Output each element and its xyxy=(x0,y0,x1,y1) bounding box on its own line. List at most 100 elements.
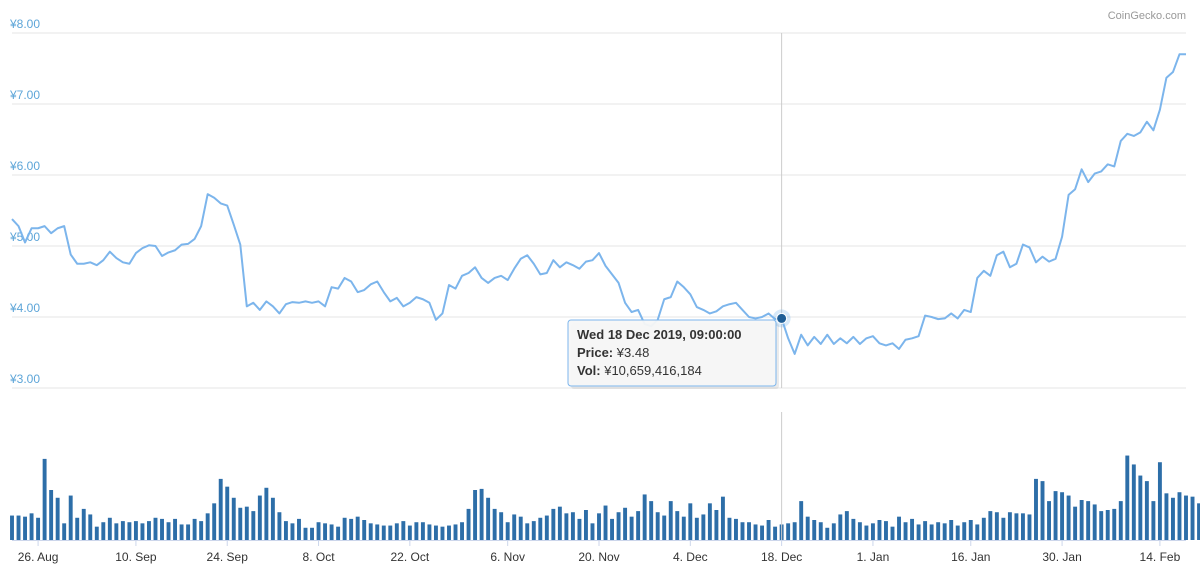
x-tick-label: 6. Nov xyxy=(490,550,525,564)
volume-bar xyxy=(270,497,275,540)
volume-bar xyxy=(88,514,93,540)
volume-bar xyxy=(949,520,954,540)
volume-bar xyxy=(525,523,530,540)
volume-bar xyxy=(49,490,54,540)
volume-bar xyxy=(140,523,145,540)
volume-bar xyxy=(368,523,373,540)
volume-bar xyxy=(192,518,197,540)
volume-bar xyxy=(981,517,986,540)
volume-bar xyxy=(453,524,458,540)
volume-bar xyxy=(186,524,191,540)
volume-bar xyxy=(179,524,184,540)
volume-bar xyxy=(101,522,106,540)
volume-bar xyxy=(786,523,791,540)
volume-bar xyxy=(342,517,347,540)
volume-bar xyxy=(427,524,432,540)
volume-bar xyxy=(1112,508,1117,540)
volume-bar xyxy=(1001,517,1006,540)
y-tick-label: ¥8.00 xyxy=(9,17,40,31)
x-tick-label: 30. Jan xyxy=(1042,550,1081,564)
volume-bar xyxy=(616,512,621,540)
tooltip-vol-row: Vol: ¥10,659,416,184 xyxy=(577,363,702,378)
volume-bar xyxy=(701,514,706,540)
volume-bar xyxy=(212,503,217,540)
volume-bar xyxy=(636,511,641,540)
tooltip: Wed 18 Dec 2019, 09:00:00 Price: ¥3.48 V… xyxy=(567,319,779,389)
volume-bar xyxy=(825,527,830,540)
volume-bar xyxy=(1138,475,1143,540)
volume-bar xyxy=(394,523,399,540)
volume-bar xyxy=(1177,492,1182,540)
volume-bar xyxy=(107,517,112,540)
volume-bar xyxy=(727,517,732,540)
volume-bar xyxy=(936,522,941,540)
price-axis-labels: ¥3.00 ¥4.00 ¥5.00 ¥6.00 ¥7.00 ¥8.00 xyxy=(9,17,40,386)
volume-bar xyxy=(16,515,21,540)
volume-bar xyxy=(349,518,354,540)
volume-bar xyxy=(923,521,928,540)
volume-bar xyxy=(512,514,517,540)
volume-bar xyxy=(688,503,693,540)
volume-bar xyxy=(479,488,484,540)
volume-bar xyxy=(668,501,673,540)
x-tick-label: 20. Nov xyxy=(578,550,619,564)
volume-bar xyxy=(577,518,582,540)
volume-bar xyxy=(531,521,536,540)
volume-bar xyxy=(675,511,680,540)
volume-bar xyxy=(460,522,464,540)
volume-bar xyxy=(407,525,412,540)
volume-bar xyxy=(844,511,849,540)
volume-bar xyxy=(277,512,282,540)
volume-bar xyxy=(1099,511,1104,540)
volume-bar xyxy=(1086,501,1091,540)
volume-bar xyxy=(160,518,164,540)
volume-bar xyxy=(707,503,712,540)
date-axis-labels: 26. Aug 10. Sep 24. Sep 8. Oct 22. Oct 6. Nov… xyxy=(18,540,1181,564)
tooltip-vol-value: ¥10,659,416,184 xyxy=(603,363,702,378)
y-tick-label: ¥4.00 xyxy=(9,301,40,315)
volume-bar xyxy=(1151,501,1156,540)
volume-bar xyxy=(799,501,804,540)
volume-bar xyxy=(492,508,497,540)
volume-bar xyxy=(310,527,314,540)
volume-bar xyxy=(747,522,751,540)
volume-bar xyxy=(942,523,947,540)
volume-bar xyxy=(916,524,921,540)
volume-bar xyxy=(244,506,249,540)
tooltip-vol-label: Vol: xyxy=(577,363,601,378)
volume-bar xyxy=(388,525,393,540)
volume-bar xyxy=(264,487,269,540)
volume-bar xyxy=(864,525,869,540)
x-tick-label: 24. Sep xyxy=(207,550,249,564)
tooltip-price-label: Price: xyxy=(577,345,613,360)
volume-bar xyxy=(564,513,569,540)
volume-bar xyxy=(857,522,862,540)
volume-bar xyxy=(225,486,230,540)
volume-bar xyxy=(714,510,719,540)
volume-bar xyxy=(29,513,34,540)
volume-bar xyxy=(414,522,419,540)
credit-label[interactable]: CoinGecko.com xyxy=(1108,10,1186,22)
volume-bar xyxy=(466,508,471,540)
volume-bar xyxy=(642,494,647,540)
volume-bar xyxy=(1131,464,1136,540)
volume-bar xyxy=(94,526,99,540)
volume-bar xyxy=(557,506,562,540)
volume-bar xyxy=(1014,513,1019,540)
volume-bar xyxy=(127,522,132,540)
volume-bars xyxy=(10,455,1200,540)
volume-bar xyxy=(218,478,223,540)
volume-bar xyxy=(897,516,901,540)
volume-bar xyxy=(968,520,973,540)
volume-bar xyxy=(505,522,510,540)
volume-bar xyxy=(238,507,243,540)
volume-bar xyxy=(877,520,882,540)
y-tick-label: ¥5.00 xyxy=(9,230,40,244)
x-tick-label: 16. Jan xyxy=(951,550,990,564)
volume-bar xyxy=(792,522,797,540)
price-line xyxy=(11,53,1186,355)
volume-bar xyxy=(173,518,178,540)
volume-bar xyxy=(812,520,817,540)
hover-point-marker[interactable] xyxy=(776,312,788,324)
volume-bar xyxy=(623,507,628,540)
